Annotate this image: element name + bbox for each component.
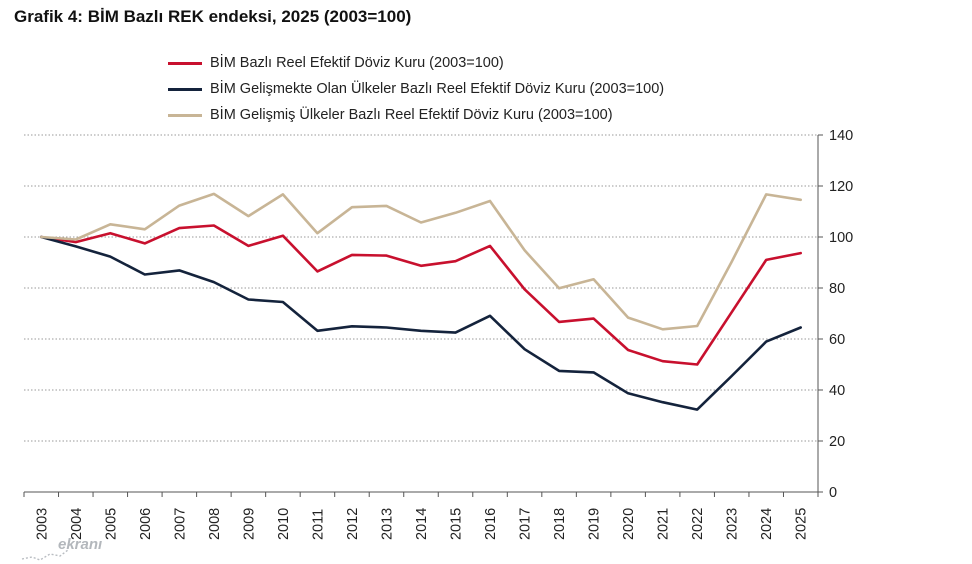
legend-item-bim: BİM Bazlı Reel Efektif Döviz Kuru (2003=…: [168, 50, 664, 76]
chart-title: Grafik 4: BİM Bazlı REK endeksi, 2025 (2…: [14, 7, 412, 26]
axes: [23, 134, 823, 497]
x-tick-label-2011: 2011: [310, 509, 326, 540]
legend-item-developing: BİM Gelişmekte Olan Ülkeler Bazlı Reel E…: [168, 76, 664, 102]
x-tick-label-2015: 2015: [449, 508, 465, 540]
y-tick-label-140: 140: [829, 128, 853, 144]
chart-legend: BİM Bazlı Reel Efektif Döviz Kuru (2003=…: [168, 50, 664, 128]
legend-label-developed: BİM Gelişmiş Ülkeler Bazlı Reel Efektif …: [210, 107, 613, 123]
watermark: ekranı: [58, 536, 103, 553]
y-tick-labels: 0 20 40 60 80 100 120 140: [829, 128, 853, 501]
legend-item-developed: BİM Gelişmiş Ülkeler Bazlı Reel Efektif …: [168, 102, 664, 128]
y-tick-label-80: 80: [829, 281, 845, 297]
x-tick-label-2008: 2008: [207, 508, 223, 540]
x-tick-label-2009: 2009: [241, 508, 257, 540]
x-tick-label-2014: 2014: [414, 508, 430, 540]
x-tick-label-2020: 2020: [621, 508, 637, 540]
legend-swatch-developing: [168, 87, 202, 91]
y-tick-label-60: 60: [829, 332, 845, 348]
series-line-1: [39, 235, 803, 411]
y-tick-label-100: 100: [829, 230, 853, 246]
x-tick-label-2018: 2018: [552, 508, 568, 540]
y-tick-label-0: 0: [829, 485, 837, 501]
series-line-2: [39, 192, 803, 331]
x-tick-label-2003: 2003: [34, 508, 50, 540]
x-tick-label-2005: 2005: [103, 508, 119, 540]
legend-label-bim: BİM Bazlı Reel Efektif Döviz Kuru (2003=…: [210, 55, 504, 71]
x-tick-label-2022: 2022: [690, 508, 706, 540]
x-tick-label-2006: 2006: [138, 508, 154, 540]
x-tick-label-2025: 2025: [794, 508, 810, 540]
x-tick-label-2016: 2016: [483, 508, 499, 540]
x-tick-label-2010: 2010: [276, 508, 292, 540]
x-tick-label-2021: 2021: [656, 508, 672, 540]
x-tick-label-2024: 2024: [759, 508, 775, 540]
y-tick-label-20: 20: [829, 434, 845, 450]
x-tick-label-2004: 2004: [69, 508, 85, 540]
x-tick-label-2013: 2013: [379, 508, 395, 540]
x-tick-label-2007: 2007: [172, 508, 188, 540]
series-lines: [39, 192, 803, 411]
legend-label-developing: BİM Gelişmekte Olan Ülkeler Bazlı Reel E…: [210, 81, 665, 97]
y-tick-label-40: 40: [829, 383, 845, 399]
x-tick-labels: 2003 2004 2005 2006 2007 2008 2009 2010 2011 2012…: [34, 508, 809, 540]
grid-lines: [24, 134, 818, 442]
watermark-logo-icon: [21, 549, 69, 561]
x-tick-label-2023: 2023: [725, 508, 741, 540]
y-tick-label-120: 120: [829, 179, 853, 195]
x-tick-label-2012: 2012: [345, 508, 361, 540]
x-tick-label-2019: 2019: [587, 508, 603, 540]
legend-swatch-bim: [168, 61, 202, 65]
legend-swatch-developed: [168, 113, 202, 117]
x-tick-label-2017: 2017: [518, 508, 534, 540]
series-line-0: [39, 224, 803, 366]
